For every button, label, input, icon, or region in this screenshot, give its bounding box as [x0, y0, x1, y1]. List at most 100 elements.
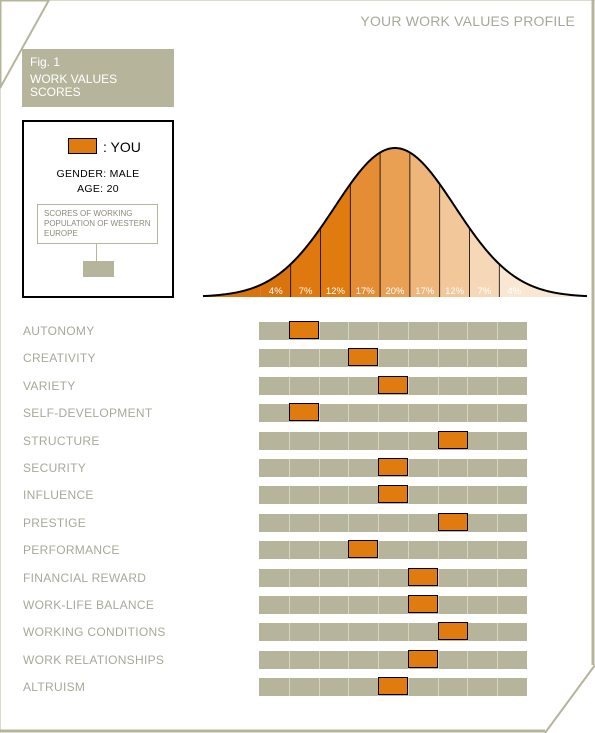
value-track: [259, 403, 527, 423]
value-label: WORK-LIFE BALANCE: [23, 598, 155, 612]
track-divider: [497, 650, 499, 669]
track-divider: [407, 678, 409, 697]
track-divider: [437, 678, 439, 697]
value-label: CREATIVITY: [23, 351, 96, 366]
value-track: [259, 485, 527, 505]
track-divider: [288, 513, 290, 532]
distribution-segment: [499, 148, 530, 297]
track-divider: [467, 596, 469, 614]
value-track: [259, 677, 527, 697]
track-divider: [348, 322, 350, 340]
track-divider: [378, 431, 380, 450]
track-divider: [467, 376, 469, 395]
you-score-marker: [378, 677, 409, 696]
distribution-segment-label: 17%: [415, 286, 435, 297]
distribution-segment: [290, 148, 322, 297]
track-divider: [467, 678, 469, 697]
track-divider: [318, 322, 320, 340]
value-label: STRUCTURE: [23, 433, 100, 448]
track-divider: [497, 623, 499, 642]
track-divider: [467, 322, 469, 340]
track-divider: [437, 650, 439, 669]
gender-label: GENDER: MALE: [56, 168, 140, 180]
distribution-segment-label: 17%: [356, 286, 376, 297]
value-label: VARIETY: [23, 378, 76, 393]
distribution-tail-left: [203, 148, 261, 297]
track-divider: [318, 431, 320, 450]
track-divider: [348, 623, 350, 642]
distribution-segment: [380, 148, 411, 297]
population-legend-label: SCORES OF WORKING POPULATION OF WESTERN …: [37, 204, 158, 244]
track-divider: [348, 376, 350, 395]
track-divider: [288, 678, 290, 697]
you-score-marker: [378, 375, 409, 394]
value-track: [259, 348, 527, 368]
track-divider: [288, 568, 290, 587]
track-divider: [497, 459, 499, 477]
track-divider: [467, 650, 469, 669]
track-divider: [348, 568, 350, 587]
legend-box: : YOU GENDER: MALE AGE: 20 SCORES OF WOR…: [22, 120, 174, 298]
track-divider: [288, 349, 290, 368]
distribution-segment: [439, 148, 471, 297]
value-track: [259, 430, 527, 450]
track-divider: [497, 431, 499, 450]
population-legend-connector: [96, 244, 97, 261]
track-divider: [497, 678, 499, 697]
track-divider: [497, 596, 499, 614]
track-divider: [348, 431, 350, 450]
track-divider: [318, 376, 320, 395]
you-score-marker: [437, 430, 468, 449]
you-score-marker: [437, 622, 468, 641]
track-divider: [378, 349, 380, 368]
value-track: [259, 540, 527, 560]
track-divider: [467, 568, 469, 587]
value-label: SECURITY: [23, 461, 87, 475]
you-score-marker: [407, 567, 438, 586]
value-label: WORKING CONDITIONS: [23, 625, 166, 640]
track-divider: [318, 596, 320, 614]
track-divider: [318, 486, 320, 505]
track-divider: [407, 431, 409, 450]
track-divider: [318, 459, 320, 477]
track-divider: [378, 322, 380, 340]
you-score-marker: [378, 458, 409, 476]
population-legend-swatch: [83, 261, 114, 277]
track-divider: [467, 623, 469, 642]
track-divider: [407, 513, 409, 532]
value-label: PRESTIGE: [23, 515, 87, 530]
track-divider: [437, 376, 439, 395]
track-divider: [467, 459, 469, 477]
value-track: [259, 512, 527, 532]
page-header-title: YOUR WORK VALUES PROFILE: [360, 13, 575, 29]
distribution-tail-right: [529, 148, 587, 297]
distribution-segment-label: 4%: [269, 286, 283, 297]
track-divider: [497, 486, 499, 505]
track-divider: [437, 541, 439, 560]
value-label: PERFORMANCE: [23, 543, 120, 558]
track-divider: [318, 349, 320, 368]
value-track: [259, 567, 527, 587]
value-track: [259, 622, 527, 642]
track-divider: [378, 623, 380, 642]
track-divider: [437, 349, 439, 368]
track-divider: [318, 623, 320, 642]
track-divider: [348, 459, 350, 477]
track-divider: [378, 541, 380, 560]
track-divider: [288, 431, 290, 450]
track-divider: [497, 541, 499, 560]
track-divider: [497, 568, 499, 587]
distribution-segment-label: 4%: [507, 286, 521, 297]
track-divider: [437, 568, 439, 587]
track-divider: [378, 650, 380, 669]
age-label: AGE: 20: [77, 183, 119, 195]
track-divider: [348, 486, 350, 505]
track-divider: [407, 349, 409, 368]
track-divider: [407, 541, 409, 560]
track-divider: [318, 513, 320, 532]
track-divider: [318, 650, 320, 669]
track-divider: [437, 486, 439, 505]
figure-number: Fig. 1: [30, 55, 61, 69]
